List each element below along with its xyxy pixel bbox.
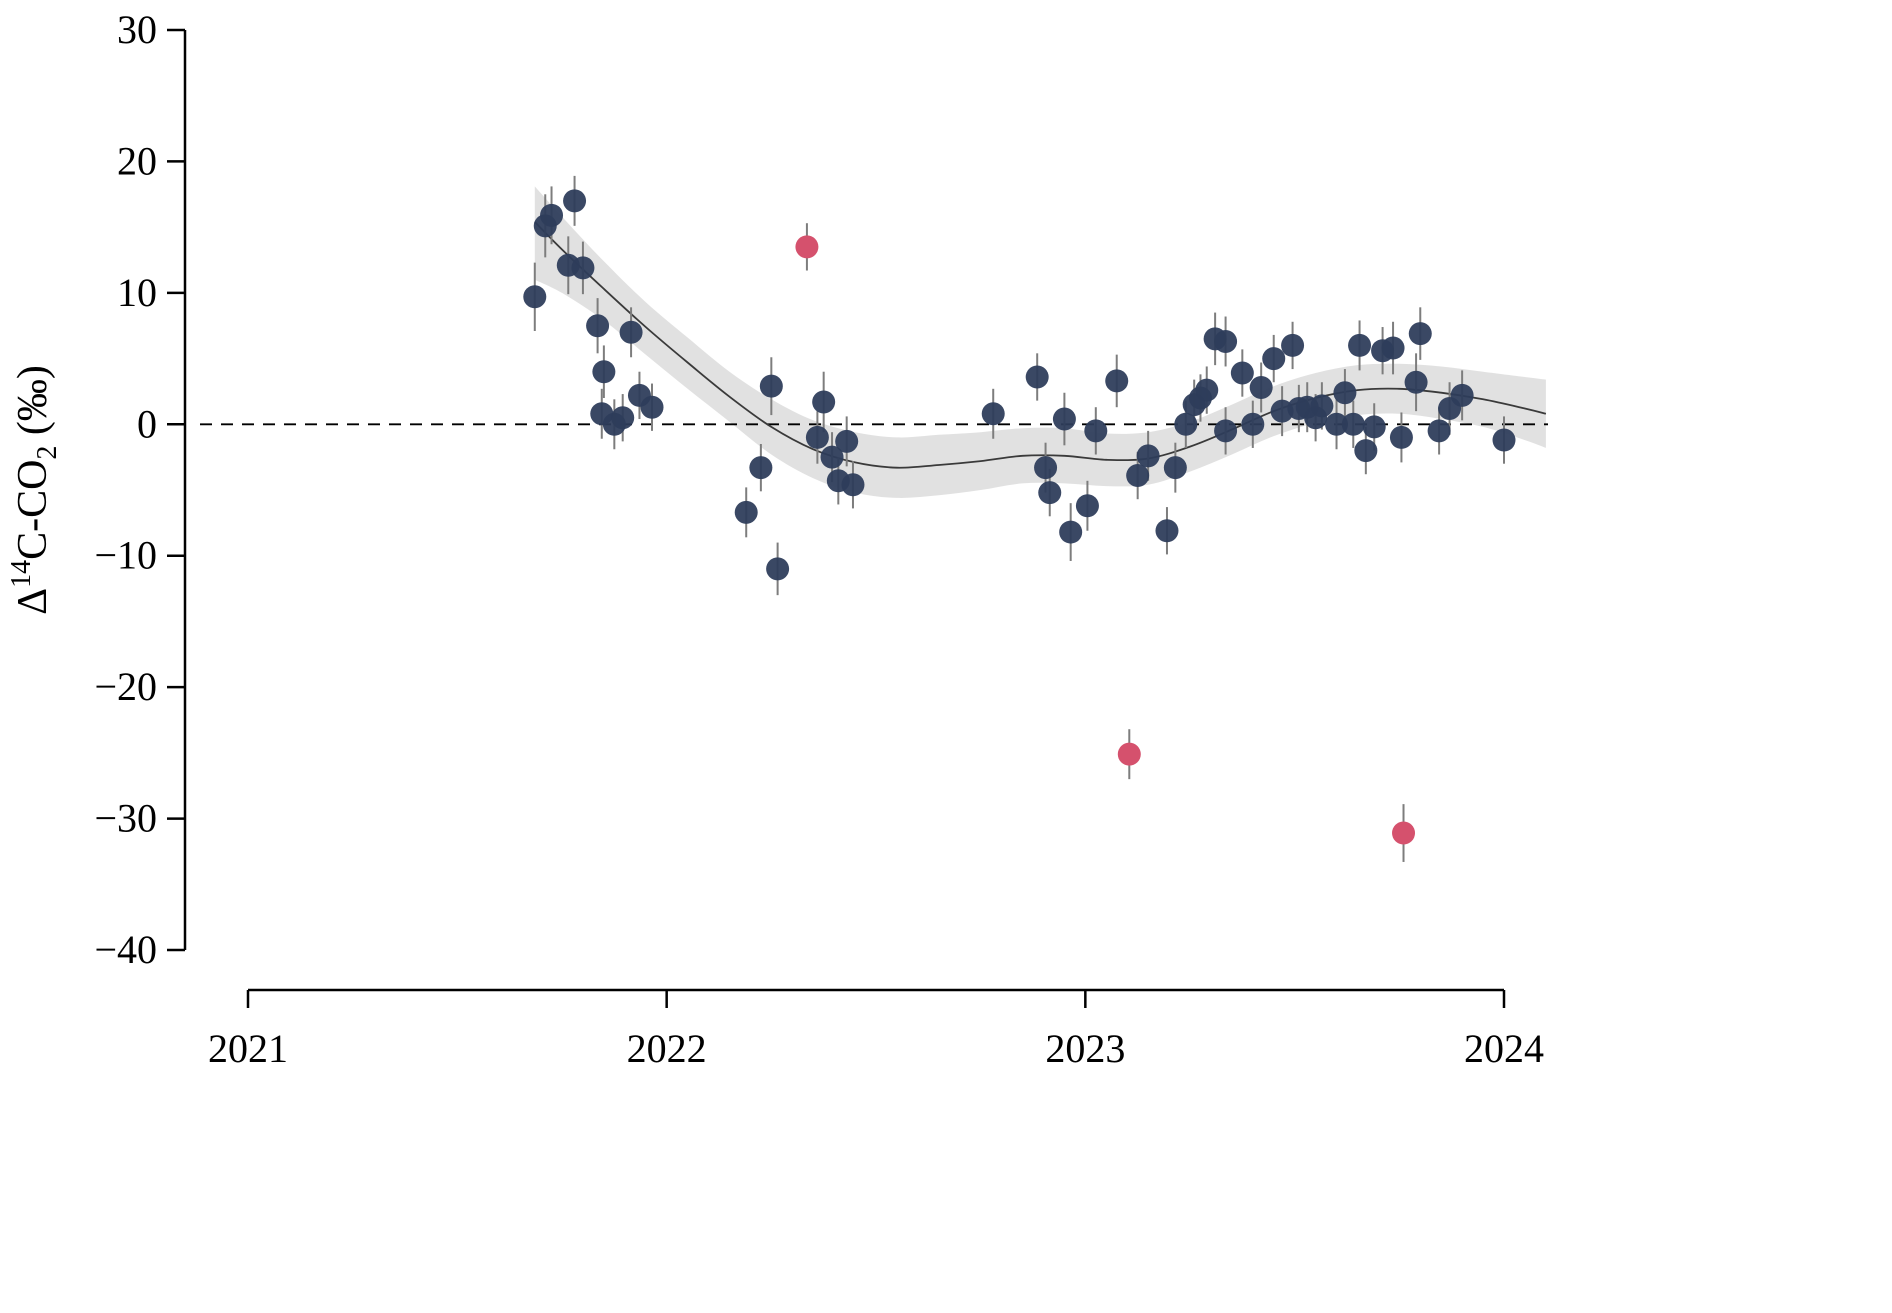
data-point [812, 390, 836, 414]
data-point [1404, 370, 1428, 394]
data-point [759, 374, 783, 398]
y-tick-label: −40 [94, 927, 157, 972]
data-point [1195, 378, 1219, 402]
data-point [835, 429, 859, 453]
y-tick-label: 0 [137, 401, 157, 446]
data-point [540, 203, 564, 227]
outlier-point [795, 235, 819, 259]
data-point [640, 395, 664, 419]
data-point [766, 557, 790, 581]
y-axis: 30 20 10 0 −10 −20 −30 −40 [94, 7, 187, 972]
data-point [1450, 383, 1474, 407]
x-tick-label: 2022 [627, 1026, 707, 1071]
y-tick-label: −10 [94, 533, 157, 578]
data-point [981, 402, 1005, 426]
x-tick-label: 2023 [1045, 1026, 1125, 1071]
data-point [1136, 444, 1160, 468]
data-point [1105, 369, 1129, 393]
data-point [805, 425, 829, 449]
y-tick-label: 10 [117, 270, 157, 315]
data-point [1038, 481, 1062, 505]
data-point [611, 406, 635, 430]
data-point [1348, 333, 1372, 357]
data-point [841, 473, 865, 497]
data-point [820, 445, 844, 469]
series-observations [523, 175, 1516, 596]
data-point [1025, 365, 1049, 389]
y-tick-label: −20 [94, 664, 157, 709]
data-point [563, 189, 587, 213]
x-axis: 2021 2022 2023 2024 [208, 988, 1544, 1071]
data-point [1354, 439, 1378, 463]
data-point [1362, 415, 1386, 439]
data-point [619, 320, 643, 344]
data-point [1389, 425, 1413, 449]
data-point [523, 285, 547, 309]
confidence-band [534, 186, 1546, 498]
data-point [1214, 419, 1238, 443]
data-point [571, 256, 595, 280]
data-point [1052, 407, 1076, 431]
data-point [749, 456, 773, 480]
data-point [1381, 336, 1405, 360]
data-point [1126, 464, 1150, 488]
data-point [1325, 412, 1349, 436]
y-tick-label: −30 [94, 796, 157, 841]
y-tick-label: 20 [117, 138, 157, 183]
data-point [1427, 419, 1451, 443]
data-point [1408, 322, 1432, 346]
data-point [1249, 375, 1273, 399]
data-point [1214, 329, 1238, 353]
data-point [1230, 361, 1254, 385]
data-point [1059, 520, 1083, 544]
outlier-point [1392, 821, 1416, 845]
y-tick-label: 30 [117, 7, 157, 52]
data-point [1492, 428, 1516, 452]
series-outliers [795, 223, 1416, 862]
data-point [1174, 412, 1198, 436]
fit-line [534, 221, 1547, 469]
data-point [1281, 333, 1305, 357]
data-point [592, 360, 616, 384]
data-point [1333, 381, 1357, 405]
data-point [1155, 519, 1179, 543]
data-point [1341, 412, 1365, 436]
data-point [1084, 419, 1108, 443]
data-point [1262, 347, 1286, 371]
y-axis-title: Δ14C-CO2 (‰) [6, 365, 63, 615]
outlier-point [1117, 742, 1141, 766]
x-tick-label: 2024 [1464, 1026, 1544, 1071]
data-point [1075, 494, 1099, 518]
data-point [1241, 412, 1265, 436]
x-tick-label: 2021 [208, 1026, 288, 1071]
data-point [1310, 394, 1334, 418]
data-point [734, 500, 758, 524]
data-point [1034, 456, 1058, 480]
data-point [586, 314, 610, 338]
data-point [1163, 456, 1187, 480]
